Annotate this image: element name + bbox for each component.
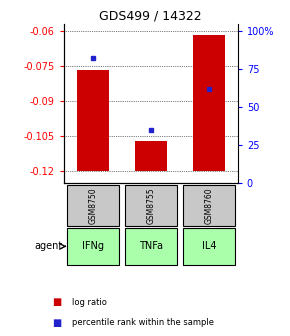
Text: IL4: IL4 (202, 241, 216, 251)
Bar (125, 228, 177, 265)
Text: ■: ■ (52, 318, 61, 328)
Text: IFNg: IFNg (82, 241, 104, 251)
Bar (67, 228, 119, 265)
Text: GSM8755: GSM8755 (146, 187, 155, 224)
Bar (125, 185, 177, 226)
Bar (77, 71, 109, 171)
Text: ■: ■ (52, 297, 61, 307)
Text: log ratio: log ratio (72, 298, 107, 307)
Text: GSM8750: GSM8750 (88, 187, 97, 224)
Text: agent: agent (35, 241, 63, 251)
Text: GSM8760: GSM8760 (204, 187, 213, 224)
Text: TNFa: TNFa (139, 241, 163, 251)
Title: GDS499 / 14322: GDS499 / 14322 (99, 9, 202, 23)
Bar (183, 228, 235, 265)
Text: percentile rank within the sample: percentile rank within the sample (72, 318, 215, 327)
Bar (183, 185, 235, 226)
Bar (67, 185, 119, 226)
Bar (193, 35, 225, 171)
Bar (135, 141, 167, 171)
